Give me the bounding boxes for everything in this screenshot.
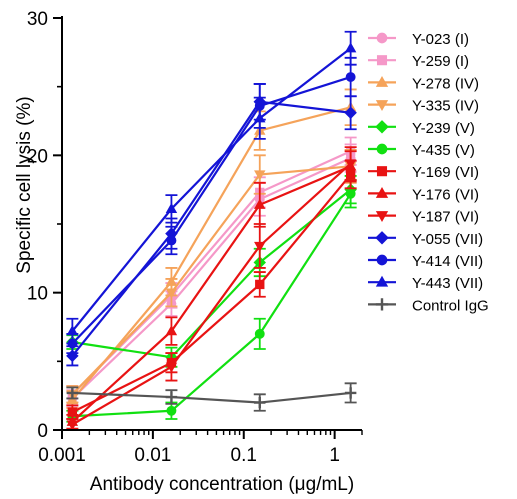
legend-marker xyxy=(376,32,388,44)
legend-item: Y-278 (IV) xyxy=(368,75,479,92)
legend-label: Y-176 (VI) xyxy=(412,186,479,203)
legend-label: Y-187 (VI) xyxy=(412,209,479,226)
legend-marker xyxy=(375,231,389,245)
data-point xyxy=(345,188,356,199)
series xyxy=(66,179,357,423)
x-tick-label: 0.001 xyxy=(38,445,86,466)
data-point xyxy=(66,387,79,399)
data-point xyxy=(165,325,178,336)
data-point xyxy=(254,328,265,339)
series-line xyxy=(71,47,352,332)
axes: 0 10 20 30 0.001 0.01 0.1 1 xyxy=(27,9,363,466)
data-point xyxy=(165,202,178,214)
legend-marker xyxy=(375,120,389,134)
data-point xyxy=(254,198,266,209)
legend-label: Y-278 (IV) xyxy=(412,75,479,92)
plot-area xyxy=(66,30,357,431)
legend-item: Y-435 (V) xyxy=(368,142,475,159)
series xyxy=(66,148,357,404)
series xyxy=(66,150,357,430)
legend-label: Y-414 (VII) xyxy=(412,253,483,270)
data-point xyxy=(255,279,265,290)
legend: Y-023 (I) Y-259 (I) Y-278 (IV) Y-335 (IV) Y-… xyxy=(368,31,489,314)
legend-label: Y-239 (V) xyxy=(412,120,475,137)
data-point xyxy=(165,288,178,299)
legend-marker xyxy=(375,186,389,198)
y-tick-label: 10 xyxy=(27,284,48,305)
series xyxy=(66,175,357,368)
legend-marker xyxy=(375,298,389,311)
legend-marker xyxy=(375,275,389,287)
legend-label: Y-259 (I) xyxy=(412,53,469,70)
data-point xyxy=(345,72,356,82)
series-line xyxy=(71,157,352,400)
legend-label: Y-335 (IV) xyxy=(412,98,479,115)
series-line xyxy=(72,193,352,418)
y-tick-label: 20 xyxy=(27,146,48,167)
data-point xyxy=(254,241,266,252)
legend-marker xyxy=(375,100,389,112)
series xyxy=(66,382,357,412)
y-tick-label: 30 xyxy=(27,9,48,30)
series-line xyxy=(71,100,351,357)
legend-label: Y-055 (VII) xyxy=(412,231,483,248)
legend-item: Y-023 (I) xyxy=(368,31,469,48)
data-point xyxy=(254,396,266,409)
legend-item: Y-187 (VI) xyxy=(368,209,479,226)
data-point xyxy=(344,159,357,170)
x-tick-label: 1 xyxy=(329,445,340,466)
legend-label: Y-023 (I) xyxy=(412,31,469,48)
legend-item: Y-443 (VII) xyxy=(368,275,483,292)
legend-item: Y-259 (I) xyxy=(368,53,469,70)
data-point xyxy=(344,42,357,53)
series-line xyxy=(72,188,352,359)
data-point xyxy=(166,405,177,416)
series-line xyxy=(71,162,352,426)
series-line xyxy=(71,165,351,396)
legend-label: Y-443 (VII) xyxy=(412,275,483,292)
legend-marker xyxy=(376,55,388,66)
x-tick-label: 0.1 xyxy=(231,445,257,466)
series xyxy=(66,83,357,367)
x-tick-label: 0.01 xyxy=(134,445,171,466)
legend-marker xyxy=(376,254,388,266)
series xyxy=(66,56,357,354)
legend-label: Y-169 (VI) xyxy=(412,164,479,181)
y-axis-title: Specific cell lysis (%) xyxy=(14,96,35,273)
series-line xyxy=(72,391,351,404)
data-point xyxy=(344,106,357,119)
series-line xyxy=(71,165,352,423)
data-point xyxy=(165,391,178,403)
y-tick-label: 0 xyxy=(37,421,48,442)
legend-marker xyxy=(376,143,388,155)
data-point xyxy=(165,362,178,373)
legend-item: Y-169 (VI) xyxy=(368,164,479,181)
data-point xyxy=(66,420,79,431)
data-point xyxy=(67,407,78,417)
legend-item: Control IgG xyxy=(368,297,489,314)
legend-marker xyxy=(375,75,389,87)
series-line xyxy=(71,76,351,345)
series xyxy=(66,30,357,345)
legend-item: Y-055 (VII) xyxy=(368,231,483,248)
legend-item: Y-414 (VII) xyxy=(368,253,483,270)
series-line xyxy=(71,106,351,401)
legend-item: Y-239 (V) xyxy=(368,120,475,137)
data-point xyxy=(254,112,266,123)
data-point xyxy=(344,387,357,399)
legend-item: Y-335 (IV) xyxy=(368,98,479,115)
x-axis-title: Antibody concentration (μg/mL) xyxy=(90,474,354,495)
series-line xyxy=(71,173,352,414)
legend-marker xyxy=(375,211,389,223)
legend-label: Control IgG xyxy=(412,297,489,314)
legend-marker xyxy=(376,166,388,177)
data-point xyxy=(254,170,266,181)
legend-item: Y-176 (VI) xyxy=(368,186,479,203)
series xyxy=(66,159,357,420)
legend-label: Y-435 (V) xyxy=(412,142,475,159)
data-point xyxy=(66,325,79,336)
data-point xyxy=(166,235,177,246)
